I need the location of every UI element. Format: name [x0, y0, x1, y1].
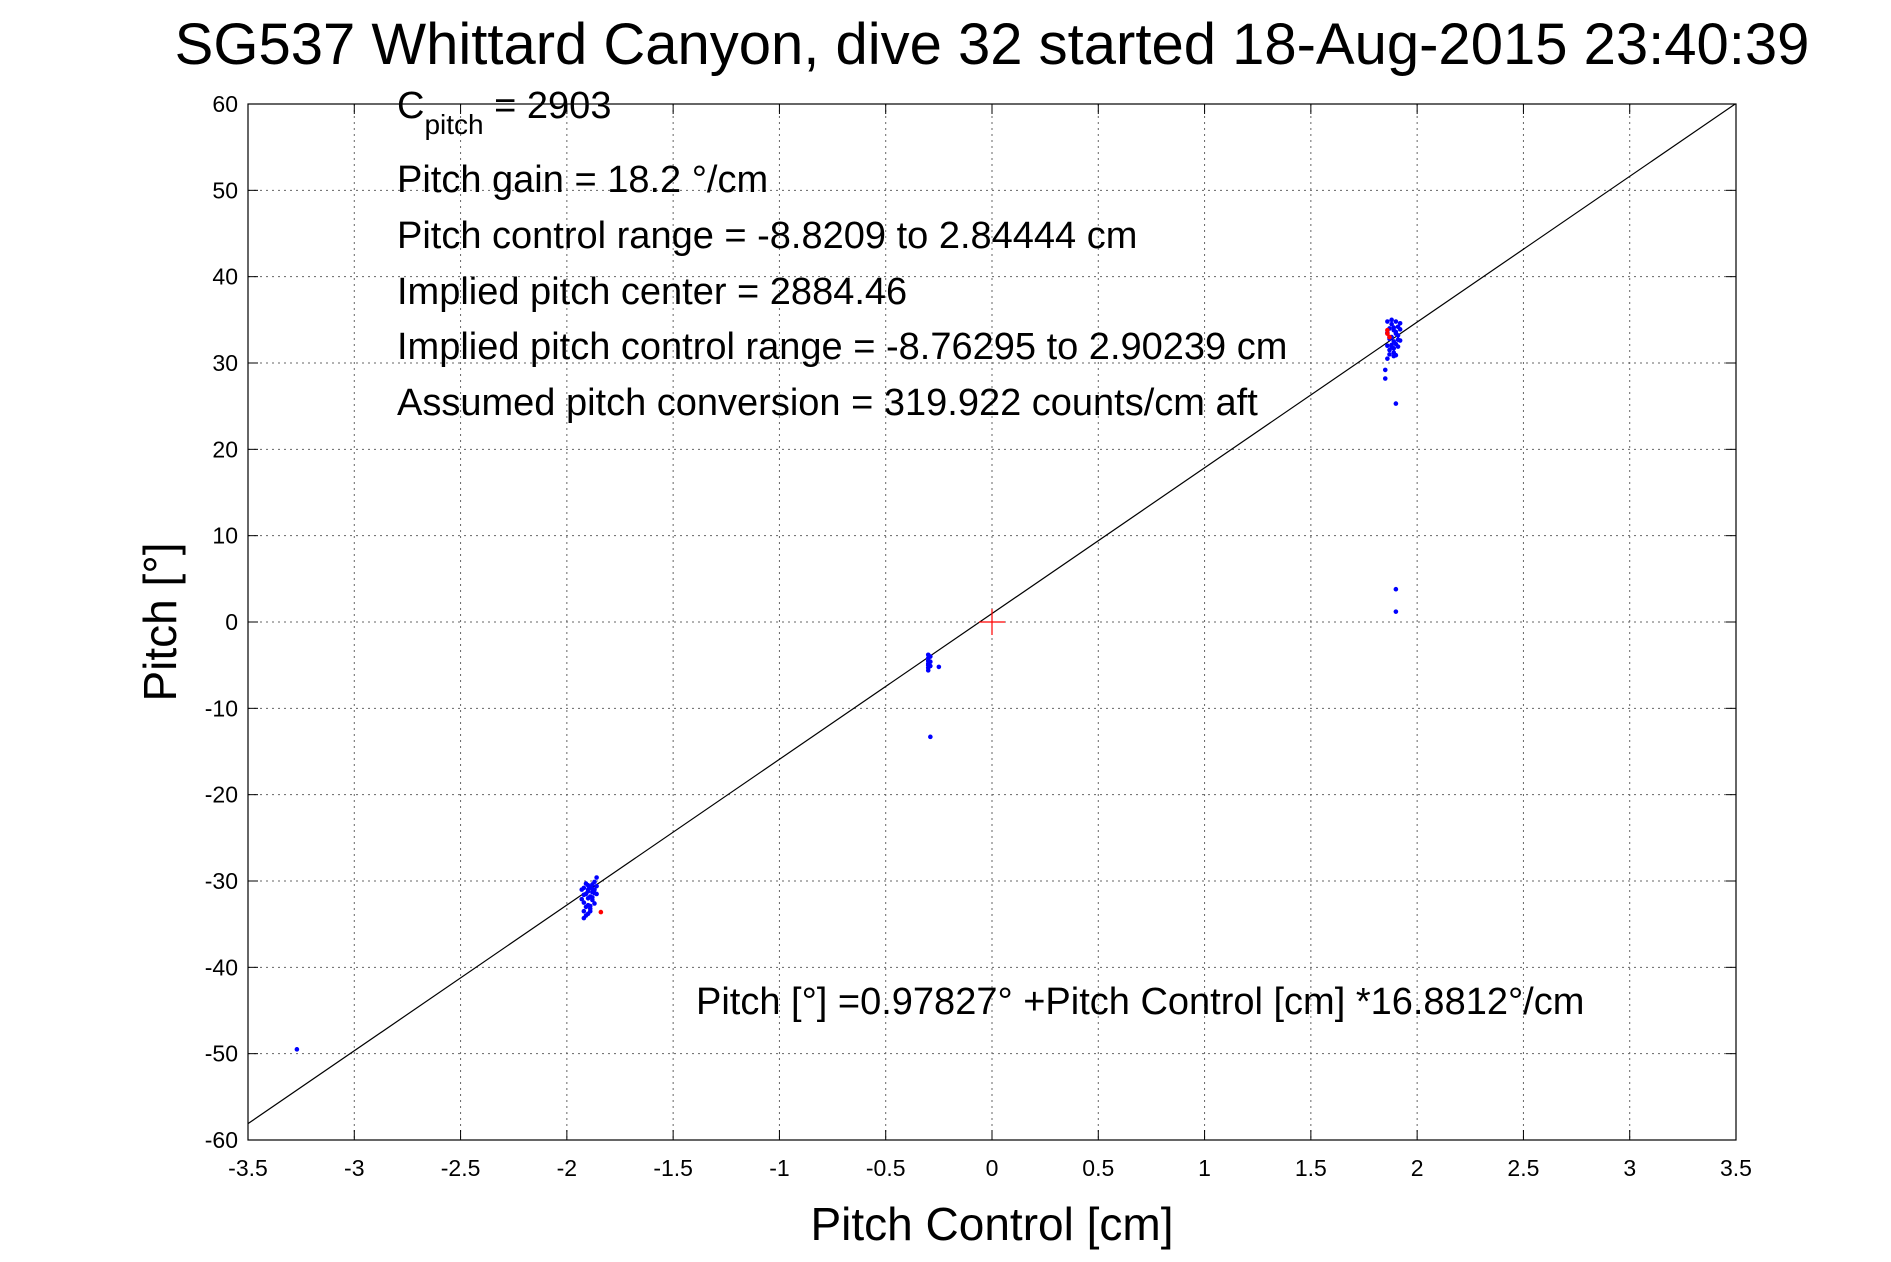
data-point [1397, 327, 1403, 332]
data-point [587, 908, 593, 914]
x-tick-label: 1.5 [1295, 1155, 1327, 1181]
x-tick-label: 0.5 [1082, 1155, 1114, 1181]
y-tick-label: 60 [212, 91, 238, 117]
chart-title: SG537 Whittard Canyon, dive 32 started 1… [175, 12, 1810, 77]
annotation-conversion: Assumed pitch conversion = 319.922 count… [397, 382, 1258, 424]
data-point [928, 654, 933, 659]
data-point [928, 734, 933, 740]
data-point [1393, 319, 1399, 324]
data-point [594, 875, 599, 880]
data-point [590, 895, 595, 900]
x-tick-label: 3 [1623, 1155, 1636, 1181]
data-point [1393, 586, 1399, 592]
data-point [1387, 334, 1392, 340]
y-tick-label: 30 [212, 350, 238, 376]
x-tick-label: 2.5 [1507, 1155, 1539, 1181]
data-point [592, 879, 597, 885]
center-marker [979, 609, 1005, 635]
x-tick-label: 3.5 [1720, 1155, 1752, 1181]
data-point [1391, 346, 1397, 351]
annotation-cpitch: Cpitch = 2903 [397, 85, 611, 140]
y-tick-label: -20 [205, 782, 238, 808]
data-point [598, 909, 604, 915]
data-point [1385, 331, 1390, 336]
data-point [594, 883, 599, 889]
x-tick-label: 1 [1198, 1155, 1211, 1181]
data-point [294, 1047, 300, 1052]
x-axis-label: Pitch Control [cm] [811, 1198, 1174, 1250]
data-point [585, 887, 591, 892]
axis-ticks: -3.5 -3 -2.5 -2 -1.5 -1 -0.5 0 0.5 1 1.5 2 2.5 3 3.5 -6… [205, 91, 1752, 1181]
data-point [1389, 321, 1394, 327]
y-axis-label: Pitch [°] [134, 542, 186, 701]
x-tick-label: -0.5 [866, 1155, 906, 1181]
grid-lines [248, 104, 1736, 1140]
data-point [1397, 320, 1403, 326]
data-point [581, 900, 587, 905]
y-tick-label: -30 [205, 868, 238, 894]
y-tick-label: -10 [205, 695, 238, 721]
y-tick-label: 40 [212, 264, 238, 290]
data-point [1382, 376, 1388, 381]
data-point [583, 881, 589, 886]
annotation-cpitch-main: C [397, 85, 424, 127]
x-tick-label: -3.5 [228, 1155, 268, 1181]
data-point [925, 668, 931, 673]
annotation-pitch-gain: Pitch gain = 18.2 °/cm [397, 159, 768, 201]
annotation-pitch-center: Implied pitch center = 2884.46 [397, 271, 907, 313]
annotation-cpitch-sub: pitch [424, 109, 483, 140]
data-point [1389, 317, 1394, 323]
annotation-implied-range: Implied pitch control range = -8.76295 t… [397, 326, 1287, 368]
data-point [1395, 344, 1401, 349]
x-tick-label: 2 [1411, 1155, 1424, 1181]
data-point [581, 885, 587, 891]
data-point [1391, 325, 1397, 330]
data-points [294, 317, 1403, 1052]
data-point [592, 901, 597, 906]
y-tick-label: 10 [212, 523, 238, 549]
x-tick-label: -2.5 [441, 1155, 481, 1181]
annotation-cpitch-value: = 2903 [484, 85, 612, 127]
y-tick-label: -40 [205, 954, 238, 980]
x-tick-label: -1 [769, 1155, 789, 1181]
data-point [581, 915, 587, 921]
data-point [928, 659, 933, 665]
data-point [928, 663, 933, 669]
data-point [590, 886, 595, 892]
x-tick-label: 0 [986, 1155, 999, 1181]
annotation-control-range: Pitch control range = -8.8209 to 2.84444… [397, 215, 1137, 257]
data-point [1393, 331, 1399, 336]
data-point [587, 903, 593, 909]
y-tick-label: -50 [205, 1041, 238, 1067]
data-point [1391, 353, 1397, 359]
y-tick-label: -60 [205, 1127, 238, 1153]
data-point [1385, 327, 1390, 333]
x-tick-label: -2 [557, 1155, 577, 1181]
data-point [1393, 609, 1399, 614]
y-tick-label: 20 [212, 436, 238, 462]
data-point [1393, 401, 1399, 406]
data-point [1385, 319, 1390, 324]
x-tick-label: -1.5 [653, 1155, 693, 1181]
fit-equation: Pitch [°] =0.97827° +Pitch Control [cm] … [696, 981, 1584, 1023]
data-point [1389, 342, 1394, 348]
data-point [1387, 352, 1392, 357]
y-tick-label: 0 [225, 609, 238, 635]
data-point [581, 908, 587, 914]
data-point [579, 896, 585, 902]
data-point [1395, 337, 1401, 342]
x-tick-label: -3 [344, 1155, 364, 1181]
data-point [1385, 356, 1390, 361]
data-point [1382, 367, 1388, 373]
data-point [936, 664, 942, 670]
data-point [1385, 343, 1390, 349]
y-tick-label: 50 [212, 177, 238, 203]
data-point [581, 892, 587, 898]
data-point [592, 890, 597, 896]
